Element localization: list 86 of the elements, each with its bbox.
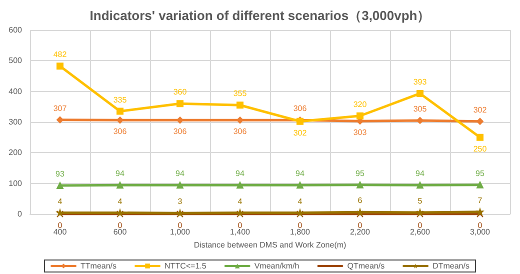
point bbox=[116, 108, 124, 115]
y-tick-label: 500 bbox=[8, 56, 23, 66]
legend-label: QTmean/s bbox=[347, 262, 385, 270]
data-label: 306 bbox=[233, 127, 248, 136]
y-tick-label: 300 bbox=[8, 118, 23, 126]
data-label: 4 bbox=[238, 196, 243, 206]
data-label: 94 bbox=[236, 169, 245, 178]
data-label: 94 bbox=[296, 169, 305, 178]
point bbox=[476, 181, 484, 188]
x-tick-label: 1,800 bbox=[290, 228, 311, 236]
point bbox=[236, 116, 244, 124]
point bbox=[416, 116, 424, 124]
data-label: 94 bbox=[116, 169, 125, 178]
point bbox=[476, 118, 484, 125]
data-label: 4 bbox=[118, 196, 123, 206]
chart-title: Indicators' variation of different scenarios（3,000vph） bbox=[90, 8, 430, 23]
point bbox=[176, 116, 184, 124]
legend-label: Vmean/km/h bbox=[254, 262, 300, 270]
data-label: 306 bbox=[113, 127, 128, 136]
data-label: 5 bbox=[418, 196, 423, 206]
x-tick-label: 1,400 bbox=[230, 228, 251, 236]
point bbox=[176, 182, 184, 189]
data-label: 95 bbox=[356, 168, 365, 178]
x-tick-label: 400 bbox=[53, 228, 68, 236]
data-label: 307 bbox=[53, 104, 68, 113]
data-label: 0 bbox=[478, 221, 483, 230]
point bbox=[356, 181, 364, 188]
point bbox=[356, 112, 364, 120]
data-label: 4 bbox=[298, 196, 303, 206]
data-label: 393 bbox=[413, 77, 428, 86]
data-label: 355 bbox=[233, 89, 248, 98]
data-label: 93 bbox=[56, 169, 65, 178]
x-tick-label: 600 bbox=[113, 228, 128, 236]
legend-label: TTmean/s bbox=[80, 262, 117, 270]
data-label: 0 bbox=[358, 221, 363, 230]
data-label: 94 bbox=[176, 169, 185, 178]
legend-label: NTTC<=1.5 bbox=[164, 262, 207, 270]
data-label: 303 bbox=[353, 128, 368, 138]
data-label: 302 bbox=[473, 105, 488, 114]
data-label: 250 bbox=[473, 144, 488, 154]
point bbox=[116, 182, 124, 189]
data-label: 0 bbox=[58, 221, 63, 230]
x-tick-label: 2,200 bbox=[350, 228, 371, 236]
x-tick-label: 2,600 bbox=[410, 228, 431, 236]
y-tick-label: 400 bbox=[8, 86, 23, 96]
point bbox=[416, 210, 424, 218]
point bbox=[236, 102, 244, 109]
y-tick-label: 0 bbox=[18, 210, 23, 218]
data-label: 3 bbox=[178, 197, 183, 206]
x-axis-title: Distance between DMS and Work Zone(m) bbox=[194, 240, 347, 250]
data-label: 482 bbox=[53, 50, 68, 60]
data-label: 7 bbox=[478, 196, 483, 205]
data-label: 95 bbox=[476, 168, 485, 178]
point bbox=[56, 116, 64, 124]
data-label: 0 bbox=[238, 221, 243, 230]
y-tick-label: 200 bbox=[8, 148, 23, 158]
data-label: 302 bbox=[293, 128, 308, 138]
data-label: 305 bbox=[413, 104, 428, 114]
data-label: 0 bbox=[418, 221, 423, 230]
point bbox=[56, 182, 64, 189]
data-label: 335 bbox=[113, 95, 128, 104]
point bbox=[416, 90, 424, 97]
point bbox=[416, 182, 424, 189]
point bbox=[116, 116, 124, 124]
x-tick-label: 3,000 bbox=[470, 228, 491, 236]
data-label: 360 bbox=[173, 88, 188, 97]
y-tick-label: 600 bbox=[8, 26, 23, 34]
data-label: 0 bbox=[178, 221, 183, 230]
point bbox=[476, 208, 484, 216]
data-label: 320 bbox=[353, 100, 368, 109]
data-label: 94 bbox=[416, 169, 425, 178]
point bbox=[56, 62, 64, 70]
point bbox=[296, 182, 304, 189]
point bbox=[236, 182, 244, 189]
data-label: 6 bbox=[358, 196, 363, 206]
data-label: 306 bbox=[173, 127, 188, 136]
data-label: 0 bbox=[298, 221, 303, 230]
point bbox=[476, 134, 484, 141]
x-tick-label: 1,000 bbox=[170, 228, 191, 236]
legend-label: DTmean/s bbox=[432, 262, 470, 270]
point bbox=[356, 210, 364, 218]
data-label: 4 bbox=[58, 196, 63, 206]
data-label: 0 bbox=[118, 221, 123, 230]
y-tick-label: 100 bbox=[8, 178, 23, 188]
data-label: 306 bbox=[293, 104, 308, 114]
point bbox=[176, 100, 184, 108]
